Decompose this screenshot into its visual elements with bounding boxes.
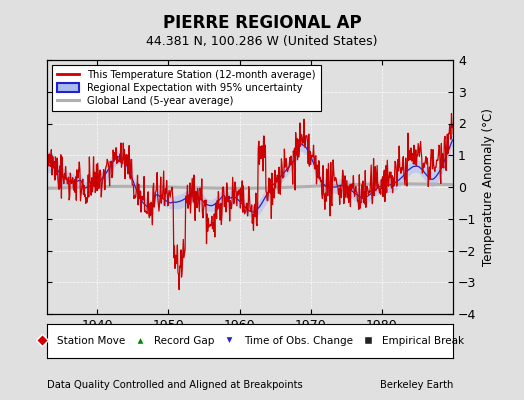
Text: PIERRE REGIONAL AP: PIERRE REGIONAL AP [162,14,362,32]
Text: Berkeley Earth: Berkeley Earth [380,380,453,390]
Text: 44.381 N, 100.286 W (United States): 44.381 N, 100.286 W (United States) [146,35,378,48]
Y-axis label: Temperature Anomaly (°C): Temperature Anomaly (°C) [482,108,495,266]
Legend: This Temperature Station (12-month average), Regional Expectation with 95% uncer: This Temperature Station (12-month avera… [52,65,321,111]
Text: Data Quality Controlled and Aligned at Breakpoints: Data Quality Controlled and Aligned at B… [47,380,303,390]
Legend: Station Move, Record Gap, Time of Obs. Change, Empirical Break: Station Move, Record Gap, Time of Obs. C… [32,332,468,350]
